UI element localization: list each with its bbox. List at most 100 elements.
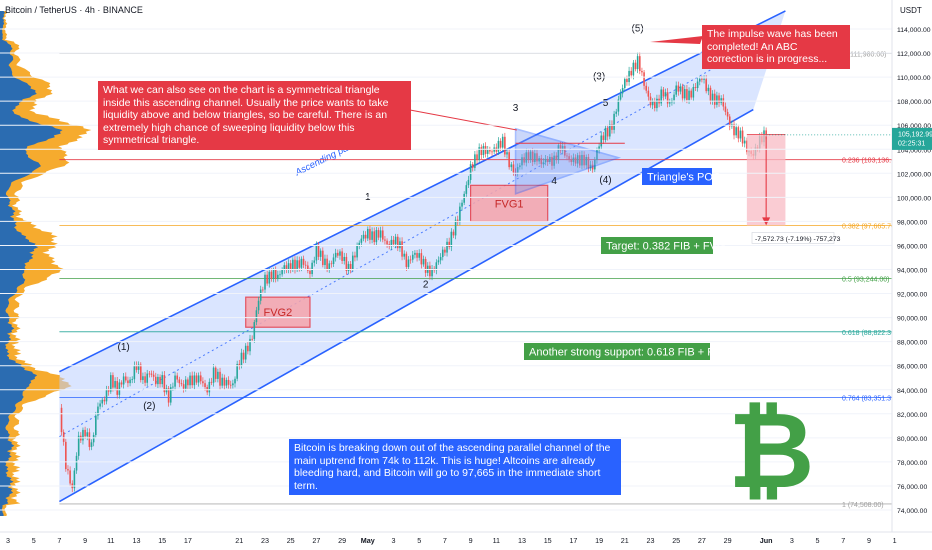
candle-body (405, 253, 408, 267)
candle-body (724, 106, 727, 112)
candle-body (525, 152, 528, 163)
candle-body (257, 300, 260, 311)
time-axis-bg (0, 532, 932, 550)
candle-body (289, 263, 292, 270)
candle-body (688, 90, 690, 100)
y-tick-label: 82,000.00 (897, 412, 927, 419)
candle-body (570, 159, 573, 163)
candle-body (133, 365, 136, 380)
candle-body (743, 140, 746, 144)
candle-body (621, 87, 624, 94)
candle-body (516, 167, 519, 173)
candle-body (499, 140, 502, 148)
candle-body (332, 257, 335, 264)
candle-body (242, 352, 245, 360)
x-tick-label: 17 (184, 536, 192, 545)
x-tick-label: 19 (595, 536, 603, 545)
candle-body (737, 127, 740, 139)
candle-body (435, 262, 438, 271)
candle-body (298, 260, 301, 268)
candle-body (281, 269, 283, 275)
candle-body (553, 155, 555, 166)
candle-body (274, 269, 277, 279)
candle-body (124, 376, 127, 381)
candle-body (551, 156, 553, 166)
candle-body (602, 135, 605, 140)
candle-body (324, 258, 326, 266)
candle-body (360, 238, 363, 243)
candle-body (718, 95, 720, 103)
candle-body (527, 152, 530, 160)
annotation-impulse-complete: The impulse wave has been completed! An … (702, 25, 850, 69)
y-tick-label: 96,000.00 (897, 243, 927, 250)
candle-body (420, 253, 423, 265)
measure-label: -7,572.73 (-7.19%) -757,273 (755, 236, 841, 243)
wave-label: 5 (603, 98, 609, 109)
candle-body (319, 250, 322, 257)
candle-body (508, 152, 510, 168)
candle-body (549, 156, 551, 162)
candle-body (330, 263, 333, 265)
candles (60, 52, 767, 493)
candle-body (82, 429, 84, 441)
candle-body (441, 249, 444, 258)
candle-body (187, 379, 189, 386)
x-tick-label: 21 (235, 536, 243, 545)
x-tick-label: 23 (261, 536, 269, 545)
candle-body (122, 376, 125, 385)
candle-body (606, 127, 609, 137)
x-tick-label: 11 (493, 536, 500, 545)
candle-body (172, 386, 174, 388)
candle-body (690, 90, 692, 98)
candle-body (501, 136, 504, 148)
symbol-title[interactable]: Bitcoin / TetherUS · 4h · BINANCE (5, 5, 143, 15)
y-tick-label: 108,000.00 (897, 99, 931, 106)
target-label-box (601, 237, 713, 254)
x-tick-label: Jun (760, 536, 773, 545)
candle-body (624, 79, 626, 88)
candle-body (90, 442, 93, 447)
candle-body (197, 375, 200, 383)
candle-body (283, 265, 286, 270)
candle-body (512, 164, 515, 173)
candle-body (249, 338, 251, 352)
candle-body (339, 251, 341, 256)
candle-body (375, 230, 378, 243)
candle-body (711, 93, 714, 102)
candle-body (461, 202, 463, 207)
fib-label-1: 1 (74,508.00) (842, 502, 884, 509)
candle-body (208, 381, 211, 393)
candle-body (463, 193, 465, 203)
candle-body (583, 154, 585, 166)
support-label-box (524, 343, 710, 360)
target-label: Target: 0.382 FIB + FVG (606, 241, 726, 253)
candle-body (144, 376, 146, 383)
y-tick-label: 74,000.00 (897, 508, 927, 515)
wave-label: (1) (118, 342, 130, 353)
candle-body (334, 252, 337, 258)
candle-body (634, 62, 637, 70)
candle-body (465, 185, 468, 194)
candle-body (538, 158, 540, 162)
candle-body (439, 257, 442, 261)
candle-body (604, 127, 607, 140)
candle-body (373, 231, 376, 243)
candle-body (377, 230, 380, 238)
currency-label: USDT (900, 6, 922, 15)
x-tick-label: 27 (312, 536, 320, 545)
candle-body (247, 345, 249, 352)
candle-body (411, 254, 414, 260)
candle-body (424, 258, 427, 273)
candle-body (559, 145, 562, 151)
candle-body (741, 130, 744, 144)
candle-body (536, 153, 538, 162)
candle-body (399, 241, 401, 249)
candle-body (146, 373, 149, 383)
candle-body (343, 256, 346, 261)
wave-label: 3 (513, 103, 519, 114)
candle-body (591, 164, 594, 170)
candle-body (386, 240, 388, 245)
candle-body (358, 242, 361, 246)
